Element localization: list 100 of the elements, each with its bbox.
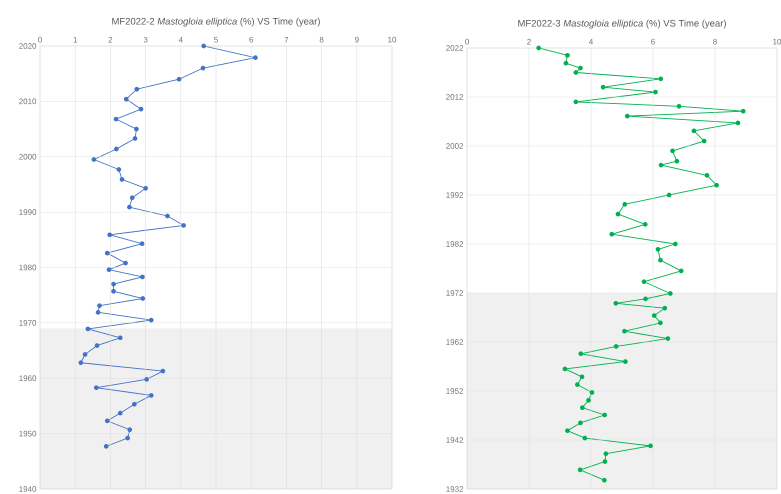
point <box>604 451 608 456</box>
point <box>130 195 135 200</box>
point <box>138 106 144 112</box>
point <box>624 114 630 118</box>
point <box>181 223 186 228</box>
point <box>107 232 112 238</box>
point <box>564 60 568 66</box>
point <box>111 288 116 294</box>
point <box>622 328 627 334</box>
point <box>132 402 137 407</box>
point <box>590 390 594 395</box>
point <box>678 268 684 274</box>
point <box>536 46 541 50</box>
point <box>613 300 618 306</box>
point <box>92 157 96 162</box>
point <box>666 336 670 341</box>
point <box>148 318 154 322</box>
point <box>118 410 123 416</box>
point <box>692 128 696 134</box>
point <box>652 313 657 318</box>
point <box>200 66 206 70</box>
point <box>674 158 680 164</box>
point <box>140 241 144 246</box>
point <box>666 192 672 198</box>
point <box>578 66 583 70</box>
point <box>602 459 608 464</box>
point <box>144 377 149 382</box>
point <box>253 55 258 60</box>
point <box>565 428 570 434</box>
point <box>140 274 145 280</box>
point <box>614 344 618 349</box>
point <box>176 76 182 82</box>
point <box>111 282 116 286</box>
point <box>580 374 584 380</box>
point <box>201 44 206 48</box>
point <box>704 173 710 178</box>
point <box>132 136 138 141</box>
point <box>609 232 614 237</box>
point <box>714 182 719 188</box>
point <box>114 116 118 122</box>
point <box>616 212 620 216</box>
point <box>104 418 110 424</box>
point <box>658 258 663 263</box>
point <box>143 186 148 191</box>
point <box>94 343 100 348</box>
point <box>565 53 570 58</box>
point <box>573 100 578 104</box>
point <box>575 382 580 387</box>
point <box>573 70 578 75</box>
point <box>127 427 132 432</box>
point <box>118 335 123 340</box>
point <box>140 296 146 301</box>
point <box>94 385 99 390</box>
point <box>86 326 90 332</box>
point <box>578 468 582 472</box>
point <box>106 267 112 272</box>
point <box>127 204 132 210</box>
point <box>600 84 606 90</box>
point <box>602 478 607 483</box>
point <box>97 303 102 308</box>
point <box>670 148 675 154</box>
point <box>653 90 658 94</box>
point <box>148 393 154 398</box>
point <box>740 108 746 114</box>
point <box>672 242 678 246</box>
point <box>582 436 588 440</box>
point <box>662 306 668 311</box>
point <box>120 177 124 182</box>
point <box>165 214 170 218</box>
point <box>658 320 663 326</box>
point <box>642 279 646 284</box>
point <box>78 360 84 366</box>
point <box>668 291 673 296</box>
point <box>643 296 648 302</box>
point <box>676 104 682 109</box>
point <box>602 412 607 418</box>
point <box>642 222 648 227</box>
point <box>578 420 583 426</box>
point <box>562 366 568 372</box>
point <box>125 436 130 440</box>
point <box>578 351 584 356</box>
point <box>622 202 628 207</box>
point <box>623 359 628 364</box>
point <box>702 138 706 144</box>
point <box>123 260 128 266</box>
point <box>658 162 664 168</box>
point <box>736 120 740 126</box>
point <box>658 76 664 82</box>
point <box>580 405 585 410</box>
point <box>134 126 139 132</box>
point <box>124 96 129 102</box>
point <box>656 247 660 252</box>
chart-title: MF2022-2 Mastogloia elliptica (%) VS Time (year) <box>112 18 320 27</box>
point <box>96 310 100 315</box>
chart-title: MF2022-3 Mastogloia elliptica (%) VS Time (year) <box>518 20 726 28</box>
point <box>116 167 122 172</box>
point <box>586 398 591 403</box>
point <box>134 86 140 92</box>
point <box>82 352 88 357</box>
point <box>160 368 166 374</box>
